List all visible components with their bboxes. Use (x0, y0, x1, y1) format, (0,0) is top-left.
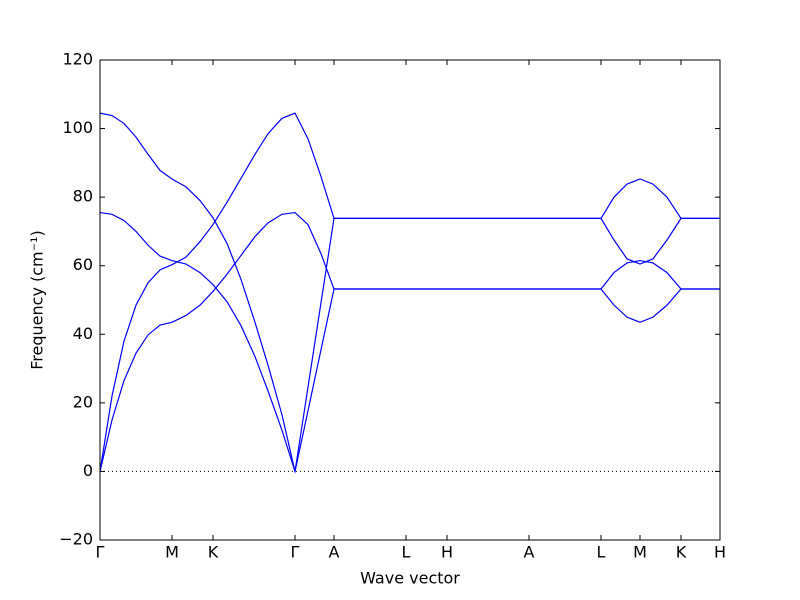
x-tick-label: H (441, 543, 453, 562)
band-line (99, 112, 720, 472)
x-tick-label: L (597, 543, 606, 562)
y-tick-label: 0 (83, 461, 93, 480)
x-tick-label: M (165, 543, 179, 562)
x-tick-label: Γ (96, 543, 105, 562)
band-line (99, 112, 720, 472)
x-tick-label: A (524, 543, 535, 562)
y-tick-label: 80 (73, 187, 93, 206)
x-tick-label: K (676, 543, 687, 562)
band-line (99, 211, 720, 472)
y-axis-label: Frequency (cm⁻¹) (28, 230, 47, 369)
x-axis-label: Wave vector (360, 569, 460, 588)
x-tick-label: Γ (291, 543, 300, 562)
y-tick-label: 20 (73, 392, 93, 411)
x-tick-label: K (208, 543, 219, 562)
x-tick-label: A (329, 543, 340, 562)
y-tick-label: −20 (59, 530, 93, 549)
x-tick-label: M (633, 543, 647, 562)
y-tick-label: 100 (62, 118, 93, 137)
y-tick-label: 120 (62, 50, 93, 69)
y-tick-label: 40 (73, 324, 93, 343)
band-line (99, 211, 720, 474)
y-tick-label: 60 (73, 255, 93, 274)
x-tick-label: H (714, 543, 726, 562)
x-tick-label: L (402, 543, 411, 562)
plot-frame (99, 59, 721, 541)
